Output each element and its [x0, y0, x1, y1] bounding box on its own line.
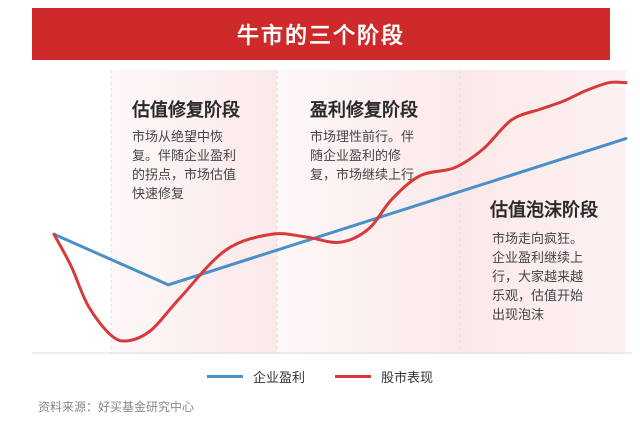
phase-background-valuation-repair — [111, 70, 278, 354]
source-note: 资料来源：好买基金研究中心 — [38, 400, 195, 414]
desc-line: 快速修复 — [132, 187, 185, 202]
desc-line: 市场走向疯狂。 — [492, 232, 584, 247]
phase-desc-earnings-repair: 市场理性前行。伴 随企业盈利的修 复，市场继续上行 — [310, 128, 440, 185]
desc-line: 的拐点，市场估值 — [132, 168, 237, 183]
desc-line: 企业盈利继续上 — [492, 251, 584, 266]
desc-line: 复。伴随企业盈利 — [132, 149, 237, 164]
legend-item-earnings: 企业盈利 — [206, 367, 305, 386]
legend-item-market: 股市表现 — [335, 367, 433, 386]
desc-line: 市场理性前行。伴 — [310, 130, 415, 145]
phase-title-earnings-repair: 盈利修复阶段 — [310, 100, 418, 121]
desc-line: 乐观，估值开始 — [492, 289, 584, 304]
legend-label-earnings: 企业盈利 — [252, 370, 305, 386]
legend-label-market: 股市表现 — [381, 370, 434, 386]
desc-line: 随企业盈利的修 — [310, 149, 402, 164]
phase-background-valuation-bubble — [460, 70, 626, 354]
plot-area: 估值修复阶段 市场从绝望中恢 复。伴随企业盈利 的拐点，市场估值 快速修复 盈利… — [32, 70, 632, 354]
line-chart — [32, 70, 632, 354]
desc-line: 市场从绝望中恢 — [132, 130, 224, 145]
phase-title-valuation-bubble: 估值泡沫阶段 — [490, 200, 598, 221]
series-line-earnings — [52, 137, 628, 287]
desc-line: 复，市场继续上行 — [310, 168, 415, 183]
phase-background-earnings-repair — [277, 70, 461, 354]
phase-title-valuation-repair: 估值修复阶段 — [132, 100, 240, 121]
phase-desc-valuation-repair: 市场从绝望中恢 复。伴随企业盈利 的拐点，市场估值 快速修复 — [132, 128, 260, 204]
chart-title: 牛市的三个阶段 — [236, 24, 405, 49]
phase-desc-valuation-bubble: 市场走向疯狂。 企业盈利继续上 行，大家越来越 乐观，估值开始 出现泡沫 — [492, 230, 612, 325]
legend: 企业盈利 股市表现 — [0, 364, 640, 388]
series-line-market — [52, 80, 628, 343]
legend-swatch-earnings — [206, 374, 243, 378]
desc-line: 行，大家越来越 — [492, 270, 584, 285]
desc-line: 出现泡沫 — [492, 308, 545, 323]
title-banner: 牛市的三个阶段 — [32, 8, 610, 60]
legend-swatch-market — [335, 374, 371, 378]
